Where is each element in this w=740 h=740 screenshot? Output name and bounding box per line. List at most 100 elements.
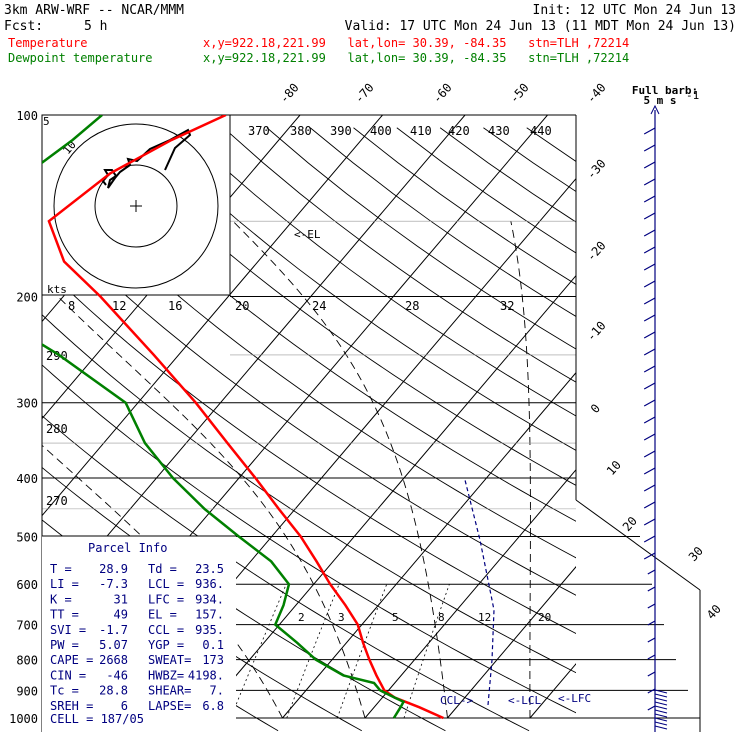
parcel-row-2-col-3: 934.	[195, 592, 224, 606]
wind-barb	[647, 586, 656, 592]
pressure-label-800: 800	[16, 654, 38, 668]
theta-label-290: 290	[46, 349, 68, 363]
parcel-row-0-col-1: 28.9	[99, 562, 128, 576]
dry-adiabat	[42, 415, 530, 732]
wind-barb-low	[654, 717, 668, 722]
wind-barb	[647, 705, 656, 711]
parcel-row-6-col-2: SWEAT=	[148, 653, 191, 667]
parcel-row-2-col-0: K =	[50, 592, 72, 606]
parcel-row-3-col-2: EL =	[148, 608, 177, 622]
isotherm-label--40: -40	[584, 81, 609, 106]
theta-label-370: 370	[248, 124, 270, 138]
moist-adiabat	[42, 444, 283, 719]
isotherm	[42, 115, 466, 614]
parcel-row-0-col-0: T =	[50, 562, 72, 576]
isotherm-label--70: -70	[352, 81, 377, 106]
theta-label-270: 270	[46, 494, 68, 508]
wind-barb	[643, 467, 656, 475]
wind-barb	[647, 620, 656, 626]
wind-barb	[643, 331, 656, 339]
theta-label-430: 430	[488, 124, 510, 138]
parcel-row-6-col-3: 173	[202, 653, 224, 667]
dry-adiabat	[42, 314, 576, 674]
wind-barb	[643, 280, 656, 288]
isotherm-label-28: 28	[405, 299, 419, 313]
parcel-row-0-col-3: 23.5	[195, 562, 224, 576]
parcel-row-3-col-0: TT =	[50, 608, 79, 622]
parcel-path	[464, 479, 495, 706]
isotherm-label--80: -80	[277, 81, 302, 106]
isotherm-label-20: 20	[620, 514, 640, 534]
wind-barb	[643, 416, 656, 424]
isotherm-label-30: 30	[686, 544, 706, 564]
dry-adiabat	[223, 127, 576, 383]
barb-key-title: Full barb:	[632, 84, 698, 97]
dry-adiabat	[180, 127, 576, 417]
wind-barb	[643, 161, 656, 169]
isotherm-label-12: 12	[112, 299, 126, 313]
legend-temperature-location: x,y=922.18,221.99 lat,lon= 30.39, -84.35…	[203, 36, 629, 50]
pressure-label-100: 100	[16, 109, 38, 123]
dry-adiabat	[136, 127, 576, 451]
wind-barb	[643, 195, 656, 203]
parcel-row-1-col-3: 936.	[195, 577, 224, 591]
isotherm	[364, 468, 576, 719]
wind-barb	[643, 263, 656, 271]
sounding-curves	[42, 115, 444, 720]
wind-barb	[647, 603, 656, 609]
pressure-label-400: 400	[16, 472, 38, 486]
mixing-ratio-line	[286, 584, 340, 719]
theta-label-400: 400	[370, 124, 392, 138]
isotherm-label--50: -50	[507, 81, 532, 106]
theta-label-280: 280	[46, 422, 68, 436]
parcel-row-7-col-2: HWBZ=	[148, 668, 184, 682]
isotherm-label-24: 24	[312, 299, 326, 313]
wind-barb	[643, 348, 656, 356]
forecast-hours: 5 h	[84, 19, 107, 34]
isotherm	[447, 566, 576, 719]
parcel-row-8-col-3: 7.	[210, 684, 224, 698]
isotherm-label-40: 40	[704, 602, 724, 622]
dry-adiabat	[0, 128, 27, 731]
moist-adiabat	[510, 221, 531, 719]
parcel-row-9-col-1: 6	[121, 699, 128, 713]
ccl-marker: CCL->	[440, 694, 473, 707]
parcel-row-7-col-0: CIN =	[50, 668, 86, 682]
parcel-info-panel: Parcel Info T = 28.9 Td = 23.5 LI = -7.3 LCL =…	[42, 535, 236, 732]
parcel-row-6-col-1: 2668	[99, 653, 128, 667]
parcel-row-1-col-2: LCL =	[148, 577, 184, 591]
mixing-ratio-label-20: 20	[538, 611, 551, 624]
dry-adiabat	[439, 127, 576, 223]
parcel-row-7-col-3: 4198.	[188, 668, 224, 682]
wind-barb-low	[654, 721, 668, 726]
pressure-label-200: 200	[16, 291, 38, 305]
parcel-info-title: Parcel Info	[88, 541, 167, 555]
wind-barb	[643, 535, 656, 543]
parcel-row-4-col-0: SVI =	[50, 623, 86, 637]
isotherm-label-8: 8	[68, 299, 75, 313]
parcel-row-1-col-1: -7.3	[99, 577, 128, 591]
barb-key-value: 5 m s	[643, 94, 676, 107]
isotherm	[613, 115, 740, 718]
parcel-row-0-col-2: Td =	[148, 562, 177, 576]
theta-label-410: 410	[410, 124, 432, 138]
lfc-marker: <-LFC	[558, 692, 591, 705]
parcel-row-7-col-1: -46	[106, 668, 128, 682]
valid-time: Valid: 17 UTC Mon 24 Jun 13 (11 MDT Mon …	[345, 19, 736, 34]
dry-adiabat	[42, 264, 576, 634]
wind-barb	[643, 399, 656, 407]
isotherm-label-0: 0	[588, 401, 603, 416]
wind-barb	[643, 314, 656, 322]
isotherm-label--20: -20	[584, 239, 609, 264]
wind-barb	[647, 654, 656, 660]
wind-barb-low	[654, 705, 668, 710]
wind-barb-low	[654, 693, 668, 698]
wind-barb	[643, 212, 656, 220]
parcel-row-4-col-3: 935.	[195, 623, 224, 637]
moist-adiabat	[232, 220, 448, 719]
dry-adiabat	[309, 127, 576, 317]
isotherm-label-16: 16	[168, 299, 182, 313]
isotherm	[282, 371, 576, 719]
legend-dewpoint-label: Dewpoint temperature	[8, 51, 153, 65]
